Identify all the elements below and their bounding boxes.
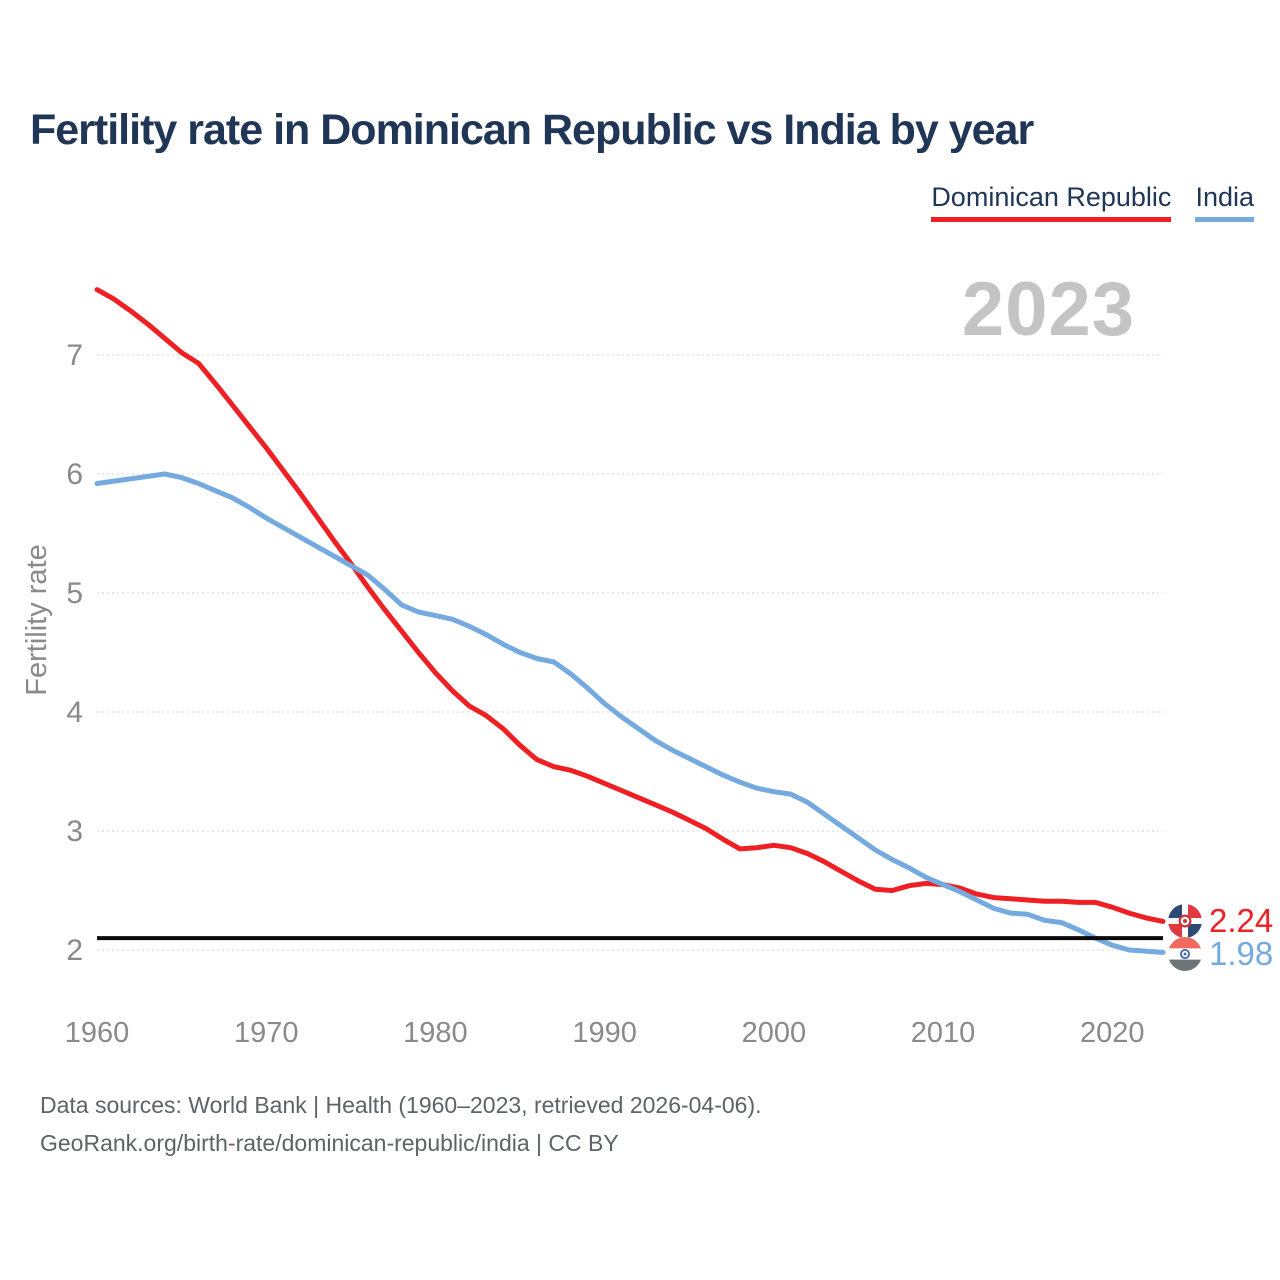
- legend-item-dominican-republic[interactable]: Dominican Republic: [931, 182, 1172, 222]
- x-tick-label: 1960: [65, 1017, 130, 1049]
- footer: Data sources: World Bank | Health (1960–…: [40, 1086, 762, 1162]
- india-flag-icon: [1168, 937, 1202, 971]
- x-tick-label: 2010: [911, 1017, 976, 1049]
- end-value-dominican-republic: 2.24: [1209, 902, 1274, 939]
- series-line-india[interactable]: [94, 471, 1166, 955]
- y-tick-label: 3: [66, 815, 83, 848]
- x-tick-label: 1990: [572, 1017, 637, 1049]
- y-tick-label: 5: [66, 577, 83, 610]
- footer-attribution: GeoRank.org/birth-rate/dominican-republi…: [40, 1130, 619, 1156]
- x-tick-label: 2020: [1080, 1017, 1145, 1049]
- legend: Dominican Republic India: [931, 182, 1254, 222]
- x-tick-label: 1980: [403, 1017, 468, 1049]
- current-year-label: 2023: [961, 267, 1135, 352]
- x-tick-label: 1970: [234, 1017, 299, 1049]
- y-tick-label: 4: [66, 696, 83, 729]
- dominican-republic-flag-icon: [1168, 904, 1202, 938]
- y-axis-title: Fertility rate: [21, 544, 53, 695]
- y-tick-label: 2: [66, 934, 83, 967]
- end-label-india: 1.98: [1168, 937, 1273, 971]
- x-tick-label: 2000: [742, 1017, 807, 1049]
- legend-item-india[interactable]: India: [1195, 182, 1254, 222]
- chart-title: Fertility rate in Dominican Republic vs …: [30, 106, 1034, 154]
- end-value-india: 1.98: [1209, 935, 1274, 972]
- y-tick-label: 7: [66, 339, 83, 372]
- footer-sources: Data sources: World Bank | Health (1960–…: [40, 1092, 762, 1118]
- series-line-dominican-republic[interactable]: [94, 287, 1166, 924]
- y-tick-label: 6: [66, 458, 83, 491]
- end-label-dominican-republic: 2.24: [1168, 904, 1273, 938]
